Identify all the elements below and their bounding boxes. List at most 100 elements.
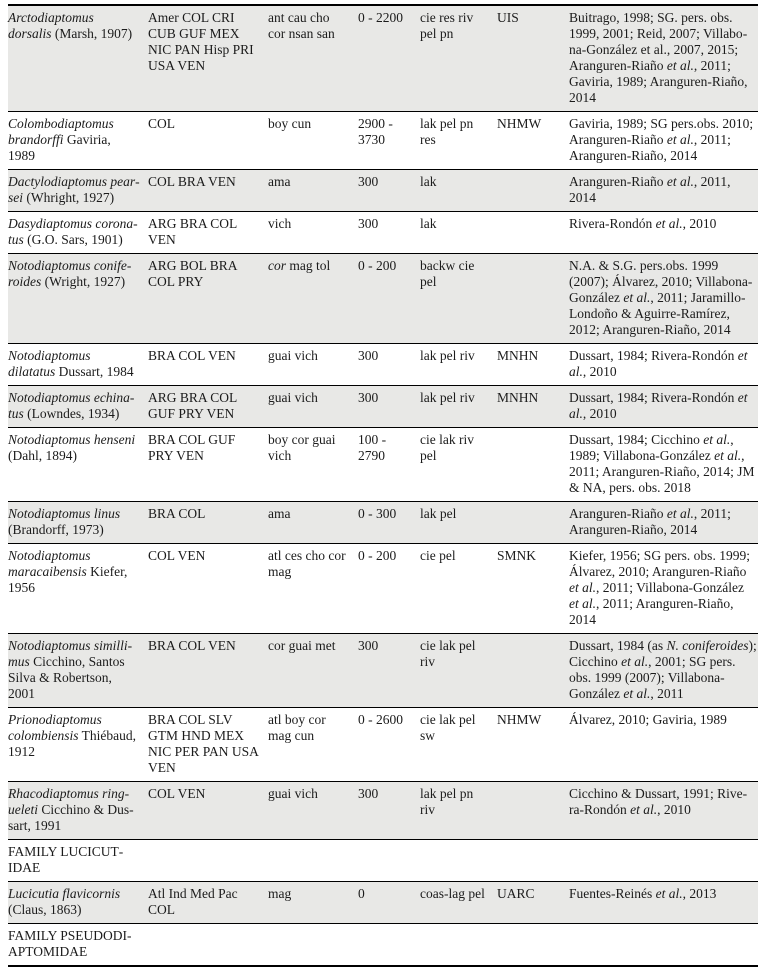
habitats-cell: cie lak pel riv	[420, 638, 476, 669]
italic-text-segment: et al.	[569, 348, 748, 379]
text-segment: Fuentes-Reinés	[569, 886, 656, 901]
altitude-cell: 0	[358, 886, 365, 901]
text-segment: , 2011; Jara­millo-Londoño & Aguirre-Ra­…	[569, 290, 746, 337]
italic-text-segment: et al.	[623, 290, 651, 305]
text-segment: mag tol	[286, 258, 331, 273]
species-row: Rhacodiaptomus ring­ueleti Cicchino & Du…	[8, 781, 758, 840]
habitats-cell: lak pel riv	[420, 390, 475, 405]
text-segment: , 2013	[682, 886, 717, 901]
text-segment: (G.O. Sars, 1901)	[23, 232, 123, 247]
text-segment: guai vich	[268, 786, 318, 801]
locations-cell: guai vich	[268, 386, 358, 428]
italic-text-segment: et al.	[623, 686, 651, 701]
habitats-cell: cie res riv pel pn	[420, 10, 474, 41]
text-segment: atl boy cor mag cun	[268, 712, 326, 743]
locations-cell: ama	[268, 502, 358, 544]
countries-cell: Amer COL CRI CUB GUF MEX NIC PAN Hisp PR…	[148, 10, 254, 73]
text-segment: Dussart, 1984; Rivera-Rondón	[569, 390, 738, 405]
references-cell: Dussart, 1984; Rivera-Rondón et al., 201…	[569, 386, 758, 428]
text-segment: , 2011; Aranguren-Riaño, 2014	[569, 132, 731, 163]
countries-cell: ARG BRA COL GUF PRY VEN	[148, 390, 237, 421]
countries-cell: BRA COL	[148, 506, 206, 521]
locations-cell: cor guai met	[268, 634, 358, 708]
italic-text-segment: et al.	[655, 886, 683, 901]
text-segment: , 2010	[582, 406, 617, 421]
species-row: Arctodiaptomus dorsalis (Marsh, 1907) Ame…	[8, 5, 758, 112]
text-segment: (Whright, 1927)	[23, 190, 115, 205]
text-segment: boy cor guai vich	[268, 432, 336, 463]
text-segment: N.A. & S.G. pers.obs. 1999 (2007); Álvar…	[569, 258, 753, 305]
countries-cell: COL VEN	[148, 548, 206, 563]
text-segment: , 2010	[582, 364, 617, 379]
countries-cell: COL	[148, 116, 175, 131]
altitude-cell: 300	[358, 216, 379, 231]
habitats-cell: lak pel	[420, 506, 457, 521]
altitude-cell: 2900 - 3730	[358, 116, 393, 147]
species-row: Prionodiaptomus colom­biensis Thiébaud, …	[8, 708, 758, 782]
text-segment: (Brandorff, 1973)	[8, 522, 104, 537]
italic-text-segment: et al.	[655, 216, 683, 231]
text-segment: ant cau cho cor nsan san	[268, 10, 335, 41]
family-name-cell: FAMILY PSEUDODI­APTOMIDAE	[8, 928, 132, 959]
text-segment: Dussart, 1984; Rivera-Rondón	[569, 348, 738, 363]
museum-code-cell: NHMW	[497, 712, 542, 727]
empty-cell	[497, 924, 569, 967]
countries-cell: ARG BRA COL VEN	[148, 216, 237, 247]
museum-code-cell	[497, 502, 569, 544]
locations-cell: boy cor guai vich	[268, 428, 358, 502]
countries-cell: BRA COL GUF PRY VEN	[148, 432, 236, 463]
italic-text-segment: Notodiaptomus maracai­bensis	[8, 548, 91, 579]
text-segment: vich	[268, 216, 292, 231]
italic-text-segment: N. coniferoi­des	[666, 638, 749, 653]
altitude-cell: 300	[358, 390, 379, 405]
countries-cell: BRA COL VEN	[148, 638, 236, 653]
text-segment: , 2011, 2014	[569, 174, 731, 205]
altitude-cell: 0 - 2200	[358, 10, 403, 25]
habitats-cell: lak	[420, 216, 437, 231]
altitude-cell: 0 - 200	[358, 258, 397, 273]
text-segment: , 2011	[650, 686, 684, 701]
text-segment: ama	[268, 506, 291, 521]
text-segment: Cicchino & Dussart, 1991; Rive­ra-Rondón	[569, 786, 748, 817]
empty-cell	[420, 924, 497, 967]
text-segment: Kiefer, 1956	[8, 564, 128, 595]
text-segment: (Claus, 1863)	[8, 902, 82, 917]
empty-cell	[569, 840, 758, 882]
altitude-cell: 300	[358, 348, 379, 363]
references-cell: Cicchino & Dussart, 1991; Rive­ra-Rondón…	[569, 782, 758, 840]
references-cell: Aranguren-Riaño et al., 2011; Aranguren-…	[569, 502, 758, 544]
italic-text-segment: et al.	[666, 132, 694, 147]
italic-text-segment: Dactylodiaptomus pear­sei	[8, 174, 140, 205]
references-cell: Dussart, 1984; Cicchino et al., 1989; Vi…	[569, 428, 758, 502]
habitats-cell: cie lak riv pel	[420, 432, 474, 463]
references-cell: Álvarez, 2010; Gaviria, 1989	[569, 708, 758, 782]
italic-text-segment: cor	[268, 258, 286, 273]
italic-text-segment: et al.	[714, 448, 742, 463]
italic-text-segment: Notodiaptomus conife­roides	[8, 258, 132, 289]
references-cell: Kiefer, 1956; SG pers. obs. 1999; Álvare…	[569, 544, 758, 634]
text-segment: Álvarez, 2010; Gaviria, 1989	[569, 712, 727, 727]
species-row: Colombodiaptomus brandorffi Gaviria, 198…	[8, 112, 758, 170]
text-segment: Cicchino, Santos Silva & Robertson, 2001	[8, 654, 125, 701]
references-cell: Dussart, 1984; Rivera-Rondón et al., 201…	[569, 344, 758, 386]
family-header-row: FAMILY LUCICUT­IDAE	[8, 840, 758, 882]
references-cell: Gaviria, 1989; SG pers.obs. 2010; Arangu…	[569, 112, 758, 170]
text-segment: , 2001; SG pers. obs. 1999 (2007); Villa…	[569, 654, 736, 701]
habitats-cell: backw cie pel	[420, 258, 475, 289]
species-table-body: Arctodiaptomus dorsalis (Marsh, 1907) Ame…	[8, 5, 758, 966]
text-segment: , 2011; Gaviria, 1989; Aranguren-Ria­ño,…	[569, 58, 748, 105]
species-row: Notodiaptomus echina­tus (Lowndes, 1934)…	[8, 385, 758, 428]
empty-cell	[569, 924, 758, 967]
habitats-cell: cie pel	[420, 548, 456, 563]
species-name-cell: Lucicutia flavicornis (Claus, 1863)	[8, 882, 148, 924]
species-name-cell: Notodiaptomus conife­roides (Wright, 192…	[8, 254, 148, 344]
italic-text-segment: Rhacodiaptomus ring­ueleti	[8, 786, 130, 817]
locations-cell: vich	[268, 212, 358, 254]
text-segment: Aranguren-Riaño	[569, 174, 667, 189]
locations-cell: guai vich	[268, 344, 358, 386]
text-segment: , 2011; Villabona-Gonzá­lez	[596, 580, 745, 595]
text-segment: Gaviria, 1989; SG pers.obs. 2010; Arangu…	[569, 116, 754, 147]
museum-code-cell: NHMW	[497, 116, 542, 131]
text-segment: ama	[268, 174, 291, 189]
italic-text-segment: et al.	[666, 506, 694, 521]
